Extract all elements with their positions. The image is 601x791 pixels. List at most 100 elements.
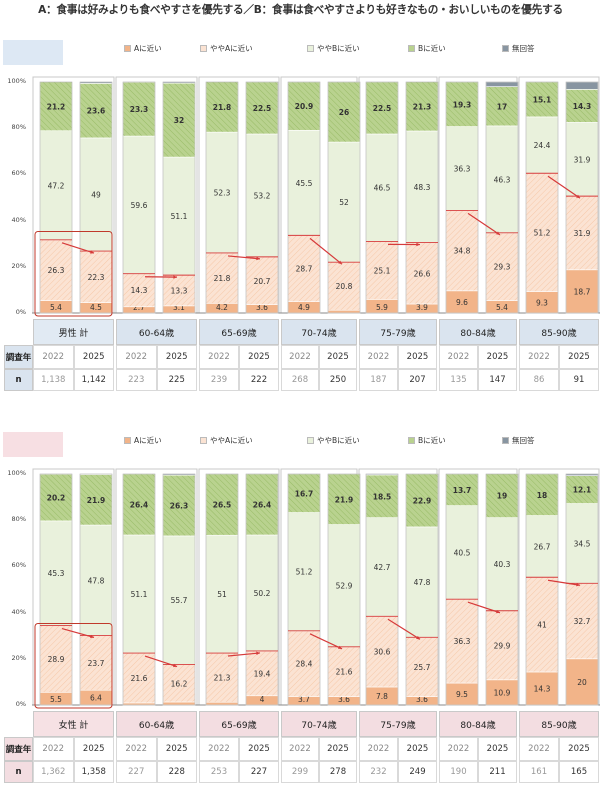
bar-outline	[327, 81, 361, 314]
bar-segment	[525, 473, 559, 516]
data-label: 42.7	[374, 563, 391, 572]
bar-outline	[245, 473, 279, 706]
legend-label: ややBに近い	[317, 436, 360, 445]
data-label: 25.1	[374, 266, 391, 275]
group-header: 60-64歳	[116, 319, 197, 345]
year-cell: 2025	[398, 345, 437, 369]
bar-outline	[162, 81, 196, 314]
bar-segment	[485, 517, 519, 612]
data-label: 52.9	[336, 582, 353, 591]
row-head-year: 調査年	[4, 345, 33, 369]
data-label: 46.5	[374, 184, 391, 193]
data-label: 4.5	[90, 303, 102, 312]
year-cell: 2025	[156, 737, 197, 761]
data-label: 31.9	[574, 229, 591, 238]
bar-segment	[565, 582, 599, 660]
data-label: 21.8	[213, 103, 232, 112]
gender-label	[3, 432, 63, 457]
legend-swatch	[502, 437, 509, 444]
bar-segment	[485, 610, 519, 681]
data-label: 19	[497, 492, 507, 501]
row-head-n: n	[4, 761, 33, 783]
bar-outline	[365, 81, 399, 314]
legend-item: Aに近い	[124, 435, 162, 446]
data-label: 53.2	[254, 191, 271, 200]
year-cell: 2022	[281, 737, 319, 761]
year-cell: 2022	[519, 737, 559, 761]
year-cell: 2022	[116, 345, 157, 369]
n-cell: 268	[281, 369, 319, 391]
n-cell: 223	[116, 369, 157, 391]
year-cell: 2022	[359, 737, 398, 761]
data-label: 45.5	[296, 179, 313, 188]
bar-segment	[405, 637, 439, 697]
year-cell: 2025	[73, 737, 114, 761]
year-cell: 2025	[239, 737, 279, 761]
data-label: 7.8	[376, 692, 388, 701]
group-header: 65-69歳	[199, 711, 279, 737]
group-header: 85-90歳	[519, 711, 599, 737]
gender-label	[3, 40, 63, 65]
bar-outline	[485, 473, 519, 706]
bar-segment	[245, 473, 279, 536]
n-cell: 278	[319, 761, 357, 783]
data-label: 3.6	[338, 695, 350, 704]
year-cell: 2025	[156, 345, 197, 369]
data-label: 4.9	[298, 303, 310, 312]
data-label: 55.7	[171, 596, 188, 605]
data-label: 51.1	[131, 590, 148, 599]
bar-outline	[122, 473, 156, 706]
data-label: 47.8	[88, 576, 105, 585]
data-label: 47.2	[48, 181, 65, 190]
group-header: 85-90歳	[519, 319, 599, 345]
legend-swatch	[124, 437, 131, 444]
data-label: 18.7	[574, 287, 591, 296]
bar-segment	[565, 475, 599, 504]
legend-label: ややBに近い	[317, 44, 360, 53]
data-label: 26.7	[534, 542, 551, 551]
group-header: 80-84歳	[439, 711, 517, 737]
data-label: 26.3	[170, 502, 189, 511]
arrow-head	[90, 634, 94, 639]
bar-outline	[122, 81, 156, 314]
legend-swatch	[408, 437, 415, 444]
bar-outline	[525, 473, 559, 706]
bar-segment	[565, 658, 599, 706]
data-label: 49	[91, 190, 101, 199]
n-cell: 225	[156, 369, 197, 391]
legend-label: Bに近い	[418, 44, 446, 53]
data-label: 20.9	[295, 102, 314, 111]
arrow-head	[173, 663, 177, 668]
y-tick-label: 20%	[11, 261, 26, 270]
y-tick-label: 0%	[15, 700, 26, 708]
bar-segment	[485, 679, 519, 706]
data-label: 3.6	[416, 695, 428, 704]
data-label: 3.7	[298, 695, 310, 704]
data-label: 4	[260, 695, 265, 704]
legend-label: ややAに近い	[210, 44, 253, 53]
y-tick-label: 60%	[11, 169, 26, 178]
bar-segment	[287, 512, 321, 632]
arrow-head	[256, 256, 260, 261]
data-label: 21.2	[47, 102, 66, 111]
change-arrow	[61, 627, 95, 639]
year-cell: 2025	[73, 345, 114, 369]
n-cell: 1,358	[73, 761, 114, 783]
data-label: 10.9	[494, 688, 511, 697]
n-cell: 207	[398, 369, 437, 391]
data-label: 23.6	[87, 107, 106, 116]
chart-title: A：食事は好みよりも食べやすさを優先する／B：食事は食べやすさよりも好きなもの・…	[38, 4, 563, 16]
bar-segment	[565, 269, 599, 314]
bar-segment	[205, 252, 239, 304]
data-label: 5.5	[50, 695, 62, 704]
data-label: 24.4	[534, 141, 551, 150]
data-label: 20.7	[254, 277, 271, 286]
arrow-head	[416, 635, 420, 640]
data-label: 5.4	[50, 303, 62, 312]
year-cell: 2022	[439, 737, 478, 761]
n-cell: 147	[478, 369, 517, 391]
data-label: 9.5	[456, 690, 468, 699]
data-label: 52.3	[214, 189, 231, 198]
data-label: 5.4	[496, 303, 508, 312]
data-label: 21.8	[214, 274, 231, 283]
